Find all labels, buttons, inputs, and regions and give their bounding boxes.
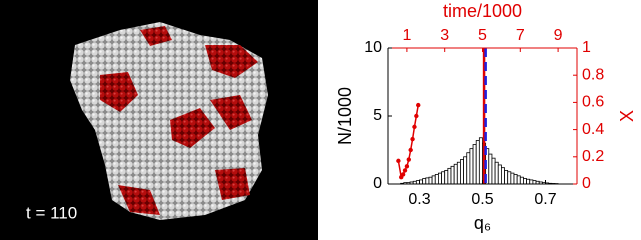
bar [494, 161, 499, 185]
chart: 0.3 0.5 0.7 0 5 10 1 3 5 7 9 0 0.2 0.4 0.6 0.8 1 q₆ time/1… [335, 1, 637, 233]
bar [456, 161, 461, 185]
y2-tick-label: 0.8 [582, 66, 604, 83]
bar [466, 152, 471, 185]
x2-tick-label: 1 [402, 27, 411, 44]
x2-tick-label: 9 [554, 27, 563, 44]
bar [526, 178, 531, 185]
crystal-patch [140, 26, 172, 46]
bar [507, 171, 512, 185]
bar [519, 176, 524, 185]
x2-tick-label: 7 [516, 27, 525, 44]
bar [428, 176, 433, 185]
y-tick-label: 0 [373, 175, 382, 192]
crystal-patch [100, 72, 138, 112]
bar [447, 167, 452, 185]
y2-tick-label: 0 [582, 175, 591, 192]
bar [504, 169, 509, 185]
bar [523, 178, 528, 185]
bar [516, 175, 521, 185]
crystal-patch [210, 95, 252, 130]
bar [532, 180, 537, 185]
bar [463, 156, 468, 185]
bar [453, 163, 458, 185]
bar [529, 179, 534, 185]
series-point [396, 158, 401, 164]
x2-tick-label: 5 [478, 27, 487, 44]
crystal-patch [170, 108, 215, 148]
time-caption: t = 110 [26, 203, 77, 222]
series-point [404, 164, 410, 169]
bar [472, 144, 477, 185]
y2-tick-label: 1 [582, 39, 591, 56]
crystal-patch [205, 45, 258, 78]
y2-tick-label: 0.2 [582, 148, 604, 165]
x2-axis-label: time/1000 [443, 1, 522, 21]
y2-tick-label: 0.6 [582, 94, 604, 111]
series-point [412, 124, 417, 130]
x-tick-label: 0.7 [534, 191, 556, 208]
bar [425, 177, 430, 185]
x-tick-label: 0.3 [408, 191, 430, 208]
crystal-patch [215, 168, 250, 200]
bar [450, 165, 455, 185]
y-tick-label: 5 [373, 107, 382, 124]
bar [437, 172, 442, 185]
series-point [414, 113, 419, 119]
y-axis-label: N/1000 [335, 87, 355, 145]
bar [500, 167, 505, 185]
series-point [402, 168, 408, 173]
bar [444, 169, 449, 185]
bar [469, 148, 474, 185]
bar [478, 137, 483, 185]
crystal-patch [118, 185, 160, 215]
x-axis-label: q₆ [474, 213, 491, 233]
series-point [406, 157, 411, 162]
series-point [408, 147, 413, 153]
bar [491, 157, 496, 185]
series-point [400, 172, 406, 177]
bar [510, 172, 515, 185]
bar [460, 159, 465, 185]
bar [497, 164, 502, 185]
bar [475, 140, 480, 185]
y2-axis-label: X [617, 110, 637, 122]
bar [422, 178, 427, 185]
bar [513, 174, 518, 185]
series-point [410, 136, 415, 142]
y-tick-label: 10 [364, 39, 382, 56]
bar [434, 174, 439, 185]
x2-tick-label: 3 [440, 27, 449, 44]
bar [431, 175, 436, 185]
x-tick-label: 0.5 [471, 191, 493, 208]
bar [488, 153, 493, 185]
simulation-image: t = 110 [0, 0, 318, 240]
y2-tick-label: 0.4 [582, 121, 604, 138]
bar [441, 171, 446, 185]
series-point [416, 102, 421, 108]
